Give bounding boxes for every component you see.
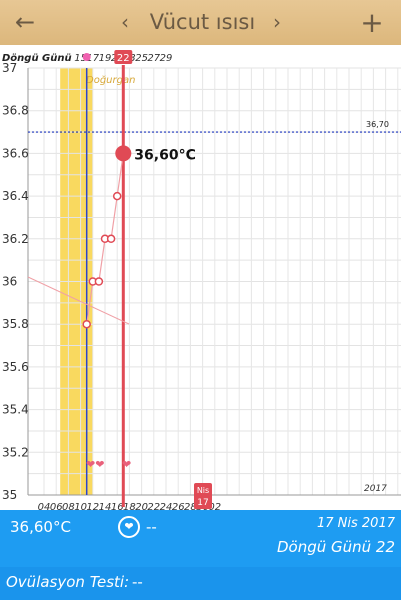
cycle-day-tick: 29 xyxy=(160,53,173,64)
year-label: 2017 xyxy=(364,484,387,494)
y-tick-label: 36.8 xyxy=(2,104,29,118)
x-tick-label: 04 xyxy=(38,502,51,510)
summary-temperature: 36,60°C xyxy=(10,518,71,536)
cycle-day-row: Döngü Günü151719212325272922 xyxy=(2,50,172,64)
temperature-point[interactable] xyxy=(106,234,116,244)
x-tick-label: 18 xyxy=(123,502,136,510)
x-tick-label: 20 xyxy=(135,502,148,510)
x-tick-label: 16 xyxy=(111,502,124,510)
heart-pair-icon: ❤❤ xyxy=(86,458,104,471)
chart-grid xyxy=(27,67,401,496)
temperature-series xyxy=(82,153,124,329)
y-tick-label: 35.4 xyxy=(2,403,29,417)
cycle-day-tick: 25 xyxy=(135,53,148,64)
cycle-day-tick: 17 xyxy=(86,53,99,64)
heart-icon[interactable]: ❤ xyxy=(118,516,140,538)
temperature-point[interactable] xyxy=(82,319,91,329)
y-tick-label: 35.2 xyxy=(2,445,29,459)
ovulation-day-dot xyxy=(82,53,91,61)
today-marker-box xyxy=(194,483,212,509)
cycle-day-tick: 15 xyxy=(74,53,87,64)
previous-chevron-icon[interactable]: ‹ xyxy=(121,10,129,34)
y-tick-label: 35.8 xyxy=(2,317,29,331)
y-tick-label: 35 xyxy=(2,488,17,502)
today-marker-month: Nis xyxy=(197,486,209,495)
next-chevron-icon[interactable]: › xyxy=(273,10,281,34)
summary-cycle-day: Döngü Günü 22 xyxy=(276,538,395,556)
top-app-bar: ← ‹ Vücut ısısı › + xyxy=(0,0,401,45)
fertile-label: Doğurgan xyxy=(86,75,135,86)
x-tick-label: 22 xyxy=(147,502,160,510)
temperature-chart[interactable]: 37 36.8 36.6 36.4 36.2 36 35.8 35.6 35.4 35.2 35 0… xyxy=(0,45,401,510)
current-point[interactable] xyxy=(115,145,132,162)
x-tick-label: 02 xyxy=(208,502,221,510)
y-tick-label: 36 xyxy=(2,275,17,289)
x-tick-label: 24 xyxy=(160,502,173,510)
y-tick-label: 37 xyxy=(2,61,17,75)
page-title: Vücut ısısı xyxy=(149,10,256,34)
cycle-day-highlight-label: 22 xyxy=(117,53,130,64)
x-tick-label: 28 xyxy=(184,502,197,510)
cycle-day-tick: 19 xyxy=(99,53,112,64)
y-tick-label: 36.4 xyxy=(2,189,29,203)
heart-value: -- xyxy=(146,518,157,536)
x-tick-label: 08 xyxy=(62,502,75,510)
ovulation-test-row[interactable]: Ovülasyon Testi: -- xyxy=(0,567,401,600)
cycle-day-label: Döngü Günü xyxy=(2,53,72,64)
cycle-day-tick: 27 xyxy=(147,53,160,64)
cycle-day-highlight xyxy=(114,50,133,64)
today-marker-day: 17 xyxy=(197,498,208,508)
summary-bar: 36,60°C ❤ -- 17 Nis 2017 Döngü Günü 22 xyxy=(0,510,401,567)
x-tick-label: 10 xyxy=(74,502,87,510)
back-arrow-icon[interactable]: ← xyxy=(14,8,36,36)
x-tick-label: 26 xyxy=(172,502,185,510)
reference-line-label: 36,70 xyxy=(366,120,389,129)
summary-date: 17 Nis 2017 xyxy=(317,516,395,531)
x-tick-label: 14 xyxy=(99,502,112,510)
y-tick-label: 36.2 xyxy=(2,232,29,246)
y-tick-label: 36.6 xyxy=(2,146,29,160)
y-tick-label: 35.6 xyxy=(2,360,29,374)
current-point-label: 36,60°C xyxy=(134,147,196,163)
temperature-point[interactable] xyxy=(94,277,104,286)
y-axis-labels: 37 36.8 36.6 36.4 36.2 36 35.8 35.6 35.4 35.2 35 xyxy=(2,61,29,502)
temperature-point[interactable] xyxy=(112,191,122,201)
x-axis-labels: 040608101214161820222426283002 xyxy=(38,502,222,510)
x-tick-label: 12 xyxy=(86,502,99,510)
heart-icon: ❤ xyxy=(122,458,131,471)
add-icon[interactable]: + xyxy=(360,6,384,39)
ovulation-test-value: -- xyxy=(132,573,143,591)
trend-line-left xyxy=(27,276,130,325)
ovulation-test-label: Ovülasyon Testi: xyxy=(6,573,130,591)
x-tick-label: 06 xyxy=(50,502,63,510)
